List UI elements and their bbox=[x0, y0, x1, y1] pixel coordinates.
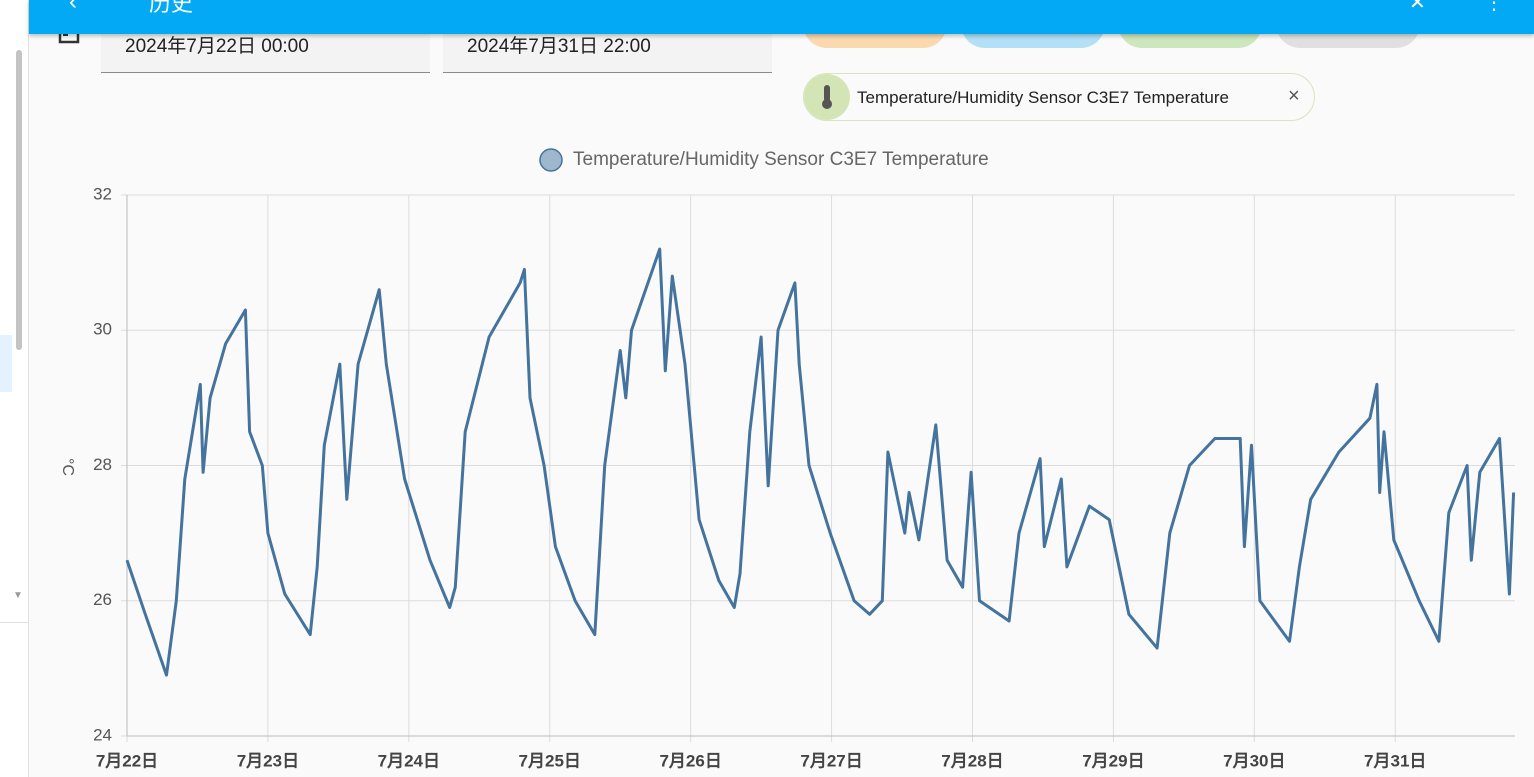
x-tick-label: 7月22日 bbox=[96, 751, 158, 770]
menu-button[interactable]: ⋮ bbox=[1484, 0, 1504, 14]
y-tick-label: 30 bbox=[93, 320, 112, 339]
page-title: 历史 bbox=[149, 0, 194, 16]
sidebar: ▼ bbox=[0, 0, 29, 777]
x-tick-label: 7月27日 bbox=[800, 751, 862, 770]
x-tick-label: 7月31日 bbox=[1364, 751, 1426, 770]
clear-button[interactable]: ✕ bbox=[1409, 0, 1426, 14]
x-tick-label: 7月28日 bbox=[941, 751, 1003, 770]
y-axis-label: °C bbox=[59, 458, 76, 476]
legend-label: Temperature/Humidity Sensor C3E7 Tempera… bbox=[573, 149, 989, 170]
y-tick-label: 24 bbox=[93, 725, 112, 744]
end-date: 2024年7月31日 22:00 bbox=[467, 36, 651, 57]
scroll-down[interactable]: ▼ bbox=[13, 590, 23, 601]
chip-icon bbox=[804, 74, 850, 120]
entity-chip[interactable]: Temperature/Humidity Sensor C3E7 Tempera… bbox=[803, 73, 1315, 121]
x-tick-label: 7月23日 bbox=[237, 751, 299, 770]
x-tick-label: 7月30日 bbox=[1223, 751, 1285, 770]
y-tick-label: 28 bbox=[93, 455, 112, 474]
scrollbar[interactable] bbox=[16, 50, 22, 350]
x-tick-label: 7月29日 bbox=[1082, 751, 1144, 770]
app-header: ‹ 历史 ✕ ⋮ bbox=[29, 0, 1534, 34]
legend-swatch bbox=[539, 148, 563, 172]
x-tick-label: 7月24日 bbox=[378, 751, 440, 770]
divider bbox=[0, 622, 28, 623]
x-tick-label: 7月26日 bbox=[659, 751, 721, 770]
x-tick-label: 7月25日 bbox=[519, 751, 581, 770]
selected-item[interactable] bbox=[0, 335, 12, 392]
y-tick-label: 32 bbox=[93, 184, 112, 203]
back-button[interactable]: ‹ bbox=[69, 0, 77, 15]
chip-label: Temperature/Humidity Sensor C3E7 Tempera… bbox=[857, 88, 1229, 107]
start-date: 2024年7月22日 00:00 bbox=[125, 36, 309, 57]
chip-remove[interactable]: × bbox=[1288, 85, 1300, 107]
y-tick-label: 26 bbox=[93, 590, 112, 609]
data-line bbox=[125, 247, 1516, 677]
